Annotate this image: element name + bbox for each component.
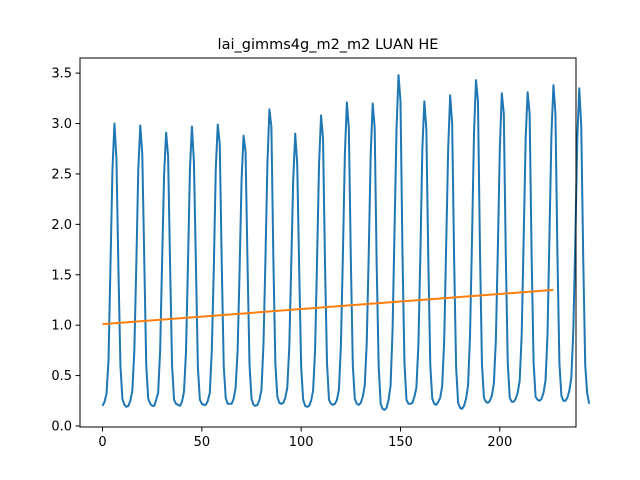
axes-frame [79,57,577,428]
y-tick-label: 2.0 [51,218,72,233]
y-tick-label: 1.0 [51,319,72,334]
x-tick-label: 0 [98,435,106,450]
y-tick-label: 0.0 [51,419,72,434]
x-tick-label: 50 [194,435,211,450]
chart-title: lai_gimms4g_m2_m2 LUAN HE [218,37,439,53]
y-tick-label: 3.0 [51,117,72,132]
x-tick-label: 200 [487,435,512,450]
y-tick-label: 2.5 [51,167,72,182]
y-tick-label: 3.5 [51,67,72,82]
x-tick-label: 150 [388,435,413,450]
x-tick-label: 100 [289,435,314,450]
y-tick-label: 1.5 [51,268,72,283]
series-line-2 [102,288,554,326]
y-axis: 0.0 0.5 1.0 1.5 2.0 2.5 3.0 3.5 [51,67,80,434]
series-line-1 [101,74,591,411]
plot-area [101,74,591,411]
x-axis: 0 50 100 150 200 [98,427,512,450]
y-tick-label: 0.5 [51,369,72,384]
